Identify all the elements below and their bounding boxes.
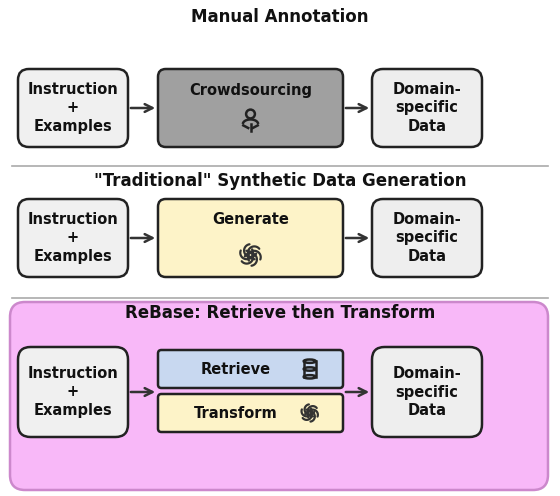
- Text: Domain-
specific
Data: Domain- specific Data: [393, 212, 461, 264]
- FancyBboxPatch shape: [372, 69, 482, 147]
- FancyBboxPatch shape: [158, 199, 343, 277]
- FancyBboxPatch shape: [158, 394, 343, 432]
- Text: Domain-
specific
Data: Domain- specific Data: [393, 366, 461, 418]
- Text: Manual Annotation: Manual Annotation: [192, 8, 368, 26]
- FancyBboxPatch shape: [10, 302, 548, 490]
- Text: Instruction
+
Examples: Instruction + Examples: [27, 366, 118, 418]
- FancyBboxPatch shape: [372, 347, 482, 437]
- FancyBboxPatch shape: [158, 350, 343, 388]
- Text: Retrieve: Retrieve: [200, 362, 271, 376]
- Text: "Traditional" Synthetic Data Generation: "Traditional" Synthetic Data Generation: [94, 172, 466, 190]
- Bar: [304, 361, 316, 377]
- FancyBboxPatch shape: [18, 347, 128, 437]
- Text: Transform: Transform: [194, 406, 278, 421]
- FancyBboxPatch shape: [158, 69, 343, 147]
- Text: Instruction
+
Examples: Instruction + Examples: [27, 212, 118, 264]
- Text: ReBase: Retrieve then Transform: ReBase: Retrieve then Transform: [125, 304, 435, 322]
- Text: Crowdsourcing: Crowdsourcing: [189, 82, 312, 98]
- Text: Generate: Generate: [212, 212, 289, 228]
- FancyBboxPatch shape: [372, 199, 482, 277]
- FancyBboxPatch shape: [18, 199, 128, 277]
- Text: Domain-
specific
Data: Domain- specific Data: [393, 82, 461, 134]
- FancyBboxPatch shape: [18, 69, 128, 147]
- Text: Instruction
+
Examples: Instruction + Examples: [27, 82, 118, 134]
